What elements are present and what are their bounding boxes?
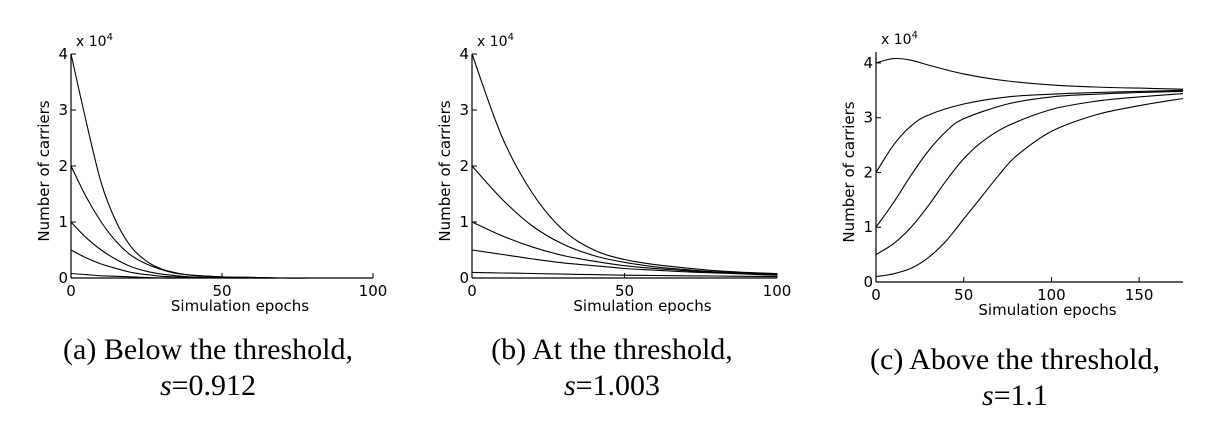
caption-b: (b) At the threshold, s=1.003 xyxy=(462,332,762,404)
caption-c-line2: s=1.1 xyxy=(845,378,1185,414)
panel-b-series-line-2 xyxy=(471,165,778,275)
panel-b-series-line-4 xyxy=(471,249,778,276)
panel-c-ytick-label: 2 xyxy=(863,163,873,181)
panel-c: 0 1 2 3 4 0 50 100 150 Simulation epochs Number of… xyxy=(840,30,1184,319)
panel-a-y-multiplier: x 104 xyxy=(76,32,113,50)
panel-c-series-line-3 xyxy=(875,90,1184,228)
panel-b-series-line-5 xyxy=(471,271,778,278)
panel-a-xtick-label: 50 xyxy=(212,282,231,300)
panel-c-ytick-label: 4 xyxy=(863,54,873,72)
caption-c-line1: (c) Above the threshold, xyxy=(870,343,1160,376)
panel-b-ytick-label: 4 xyxy=(459,45,469,63)
caption-b-line2: s=1.003 xyxy=(462,368,762,404)
panel-b-y-multiplier: x 104 xyxy=(477,32,514,50)
caption-a-value: =0.912 xyxy=(171,369,257,402)
panel-c-xtick-label: 0 xyxy=(871,286,881,304)
panel-b-xtick-label: 100 xyxy=(763,282,792,300)
caption-a-var: s xyxy=(159,369,172,402)
panel-c-xtick-label: 150 xyxy=(1125,286,1154,304)
caption-a: (a) Below the threshold, s=0.912 xyxy=(58,332,358,404)
panel-c-ytick-label: 3 xyxy=(863,109,873,127)
panel-a-ytick-label: 1 xyxy=(58,213,68,231)
panel-c-ylabel: Number of carriers xyxy=(840,101,858,242)
panel-c-series-line-4 xyxy=(875,93,1184,256)
panel-a-ytick-label: 2 xyxy=(58,157,68,175)
panel-a-ytick-label: 3 xyxy=(58,101,68,119)
panel-b-ytick-label: 1 xyxy=(459,213,469,231)
panel-b-ytick-label: 3 xyxy=(459,101,469,119)
caption-c-value: =1.1 xyxy=(993,379,1049,412)
panel-b-series-line-1 xyxy=(471,53,778,275)
panel-c-y-multiplier: x 104 xyxy=(881,30,918,48)
panel-c-series-line-2 xyxy=(875,89,1184,173)
caption-a-line2: s=0.912 xyxy=(58,368,358,404)
panel-a-xtick-label: 100 xyxy=(359,282,388,300)
panel-a-ytick-label: 4 xyxy=(58,45,68,63)
panel-b-ytick-label: 2 xyxy=(459,157,469,175)
panel-c-xtick-label: 50 xyxy=(954,286,973,304)
panel-b-xtick-label: 0 xyxy=(467,282,477,300)
caption-b-value: =1.003 xyxy=(575,369,661,402)
panel-b-y-multiplier-exp: 4 xyxy=(508,32,514,43)
panel-c-series-line-5 xyxy=(875,97,1184,278)
panel-a-series-line-1 xyxy=(70,53,373,279)
panel-b-ylabel: Number of carriers xyxy=(436,100,454,241)
caption-b-line1: (b) At the threshold, xyxy=(491,333,733,366)
panel-a-ylabel: Number of carriers xyxy=(35,100,53,241)
panel-a-series-line-5 xyxy=(70,272,373,279)
panel-b-ytick-label: 0 xyxy=(459,269,469,287)
panel-a-series-line-3 xyxy=(70,221,373,279)
panel-c-xtick-label: 100 xyxy=(1037,286,1066,304)
panel-b: 0 1 2 3 4 0 50 100 Simulation epochs Number of ca… xyxy=(436,32,791,315)
panel-c-y-multiplier-exp: 4 xyxy=(912,30,918,41)
panel-a: 0 1 2 3 4 0 50 100 Simulation epochs Number of ca… xyxy=(35,32,387,315)
panel-a-ytick-label: 0 xyxy=(58,269,68,287)
panel-c-ytick-label: 0 xyxy=(863,273,873,291)
panel-a-xtick-label: 0 xyxy=(66,282,76,300)
panel-c-ytick-label: 1 xyxy=(863,218,873,236)
panel-a-y-multiplier-exp: 4 xyxy=(107,32,113,43)
panel-b-series-line-3 xyxy=(471,221,778,276)
panel-c-series-line-1 xyxy=(875,57,1184,90)
panel-a-xlabel: Simulation epochs xyxy=(171,297,309,315)
caption-c: (c) Above the threshold, s=1.1 xyxy=(845,342,1185,414)
caption-c-var: s xyxy=(981,379,994,412)
panel-b-xlabel: Simulation epochs xyxy=(573,297,711,315)
caption-b-var: s xyxy=(563,369,576,402)
caption-a-line1: (a) Below the threshold, xyxy=(63,333,353,366)
panel-b-xtick-label: 50 xyxy=(615,282,634,300)
panel-c-xlabel: Simulation epochs xyxy=(978,301,1116,319)
